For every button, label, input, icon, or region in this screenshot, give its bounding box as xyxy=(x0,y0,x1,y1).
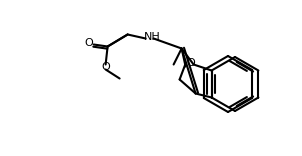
Text: O: O xyxy=(101,61,110,71)
Text: O: O xyxy=(84,39,93,49)
Text: NH: NH xyxy=(144,32,161,42)
Text: O: O xyxy=(186,58,195,68)
